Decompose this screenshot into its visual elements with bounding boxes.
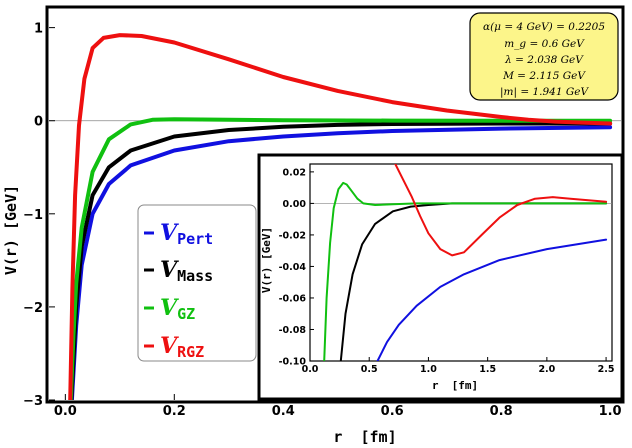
- inset-chart: 0.0 0.5 1.0 1.5 2.0 2.5 0.02 0.00 -0.02 -0.04 -0.…: [257, 153, 624, 401]
- inset-y-tick-label: -0.02: [279, 230, 306, 241]
- param-alpha: α(μ = 4 GeV) = 0.2205: [483, 21, 605, 33]
- legend-label-mass: VMass: [160, 257, 213, 285]
- legend-item-gz: VGZ: [144, 295, 195, 323]
- inset-x-tick-label: 1.5: [479, 364, 496, 375]
- inset-y-axis-label: V(r) [GeV]: [260, 227, 273, 293]
- inset-x-tick-label: 2.0: [538, 364, 555, 375]
- main-y-tick-label: 1: [34, 22, 43, 37]
- legend-item-rgz: VRGZ: [144, 333, 204, 361]
- legend-label-pert: VPert: [160, 220, 213, 248]
- param-gluon-mass: m_g = 0.6 GeV: [504, 38, 585, 50]
- inset-x-ticks: 0.0 0.5 1.0 1.5 2.0 2.5: [302, 357, 615, 375]
- inset-y-tick-label: -0.10: [279, 357, 307, 368]
- main-y-tick-label: −1: [23, 208, 43, 223]
- main-y-ticks: 1 0 −1 −2 −3: [23, 22, 55, 409]
- main-x-tick-label: 1.0: [599, 404, 622, 419]
- inset-series-line-v-gz: [323, 181, 608, 361]
- legend-label-gz: VGZ: [160, 295, 195, 323]
- inset-x-tick-label: 1.0: [420, 364, 437, 375]
- main-x-axis-label: r [fm]: [333, 428, 396, 446]
- inset-x-tick-label: 0.0: [302, 364, 319, 375]
- main-x-tick-label: 0.6: [381, 404, 404, 419]
- main-y-tick-label: −3: [23, 394, 43, 409]
- main-y-tick-label: 0: [34, 115, 43, 130]
- param-lambda: λ = 2.038 GeV: [504, 54, 584, 66]
- main-x-tick-label: 0.2: [163, 404, 186, 419]
- main-series-group: [68, 33, 613, 400]
- main-y-tick-label: −2: [23, 301, 43, 316]
- main-x-tick-label: 0.4: [272, 404, 295, 419]
- legend-box: [137, 204, 257, 362]
- inset-series-group: [323, 164, 608, 361]
- main-x-tick-label: 0.8: [490, 404, 513, 419]
- main-y-axis-label: V(r) [GeV]: [2, 185, 20, 275]
- param-abs-m: |m| = 1.941 GeV: [500, 86, 590, 99]
- legend-item-mass: VMass: [144, 257, 213, 285]
- parameter-box: α(μ = 4 GeV) = 0.2205 m_g = 0.6 GeV λ = …: [469, 12, 619, 101]
- inset-plot-frame: [309, 163, 613, 362]
- inset-y-tick-label: 0.00: [283, 199, 307, 210]
- inset-y-tick-label: -0.08: [279, 325, 307, 336]
- legend-item-pert: VPert: [144, 220, 213, 248]
- param-M: M = 2.115 GeV: [502, 70, 586, 82]
- inset-x-axis-label: r [fm]: [432, 379, 478, 392]
- legend: VPert VMass VGZ VRGZ: [137, 204, 257, 362]
- main-series-line-v-gz: [68, 117, 613, 400]
- inset-y-tick-label: 0.02: [283, 167, 306, 178]
- main-x-tick-label: 0.0: [54, 404, 77, 419]
- inset-series-line-v-rgz: [394, 164, 608, 257]
- inset-y-tick-label: -0.04: [279, 262, 307, 273]
- main-series-line-v-rgz: [68, 33, 613, 400]
- inset-series-line-v-pert: [376, 238, 608, 361]
- inset-y-tick-label: -0.06: [279, 293, 307, 304]
- inset-y-ticks: 0.02 0.00 -0.02 -0.04 -0.06 -0.08 -0.10: [279, 167, 314, 368]
- inset-outer-frame: [257, 153, 624, 401]
- inset-x-tick-label: 0.5: [361, 364, 378, 375]
- parameter-box-bg: [469, 12, 619, 101]
- inset-x-tick-label: 2.5: [598, 364, 615, 375]
- legend-label-rgz: VRGZ: [160, 333, 204, 361]
